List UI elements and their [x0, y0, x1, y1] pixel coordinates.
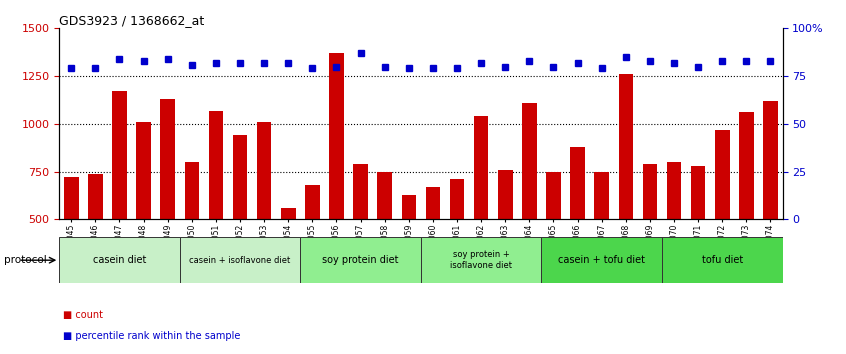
Bar [474, 116, 488, 315]
Bar [662, 237, 783, 283]
Bar [233, 135, 247, 315]
Bar [88, 173, 102, 315]
Bar [281, 208, 295, 315]
Bar [570, 147, 585, 315]
Text: tofu diet: tofu diet [701, 255, 743, 265]
Text: GDS3923 / 1368662_at: GDS3923 / 1368662_at [59, 14, 205, 27]
Bar [136, 122, 151, 315]
Text: ■ count: ■ count [63, 310, 103, 320]
Bar [541, 237, 662, 283]
Bar [377, 172, 392, 315]
Bar [595, 172, 609, 315]
Bar [522, 103, 536, 315]
Bar [547, 172, 561, 315]
Bar [715, 130, 729, 315]
Bar [450, 179, 464, 315]
Bar [184, 162, 199, 315]
Text: casein + tofu diet: casein + tofu diet [558, 255, 645, 265]
Bar [643, 164, 657, 315]
Bar [691, 166, 706, 315]
Text: casein diet: casein diet [93, 255, 146, 265]
Bar [426, 187, 440, 315]
Bar [113, 91, 127, 315]
Bar [305, 185, 320, 315]
Bar [257, 122, 272, 315]
Text: soy protein diet: soy protein diet [322, 255, 398, 265]
Text: soy protein +
isoflavone diet: soy protein + isoflavone diet [450, 251, 512, 270]
Bar [329, 53, 343, 315]
Bar [209, 110, 223, 315]
Bar [618, 74, 633, 315]
Bar [421, 237, 541, 283]
Bar [59, 237, 179, 283]
Bar [402, 195, 416, 315]
Bar [354, 164, 368, 315]
Bar [179, 237, 300, 283]
Bar [161, 99, 175, 315]
Bar [763, 101, 777, 315]
Text: protocol: protocol [4, 255, 47, 265]
Bar [739, 113, 754, 315]
Bar [300, 237, 420, 283]
Text: casein + isoflavone diet: casein + isoflavone diet [190, 256, 291, 265]
Bar [498, 170, 513, 315]
Text: ■ percentile rank within the sample: ■ percentile rank within the sample [63, 331, 241, 341]
Bar [667, 162, 681, 315]
Bar [64, 177, 79, 315]
